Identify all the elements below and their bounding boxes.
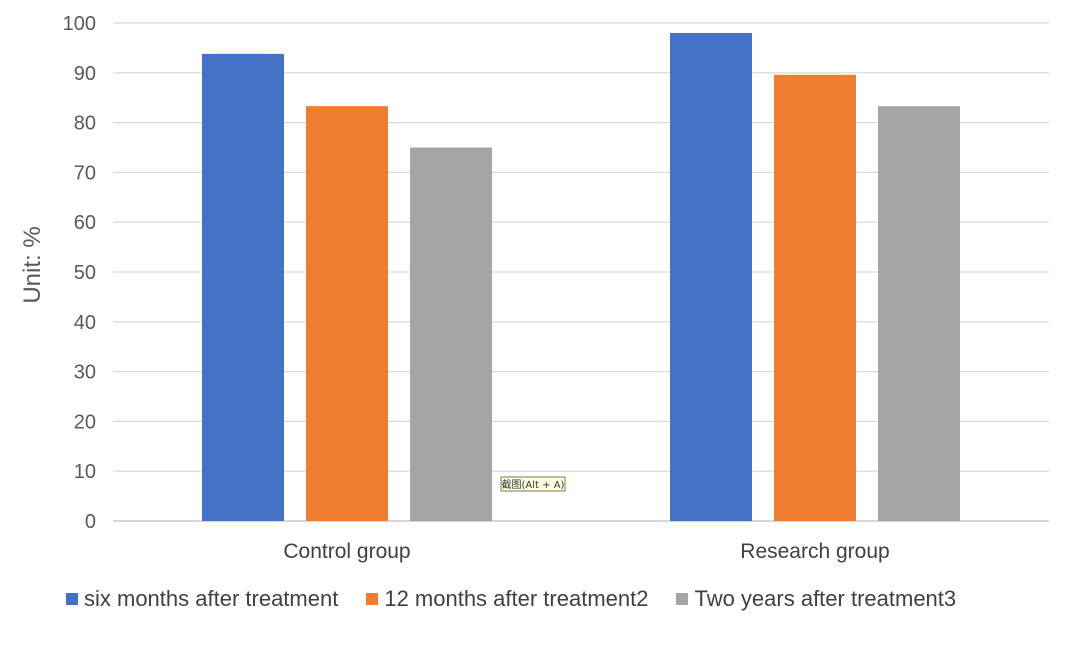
tooltip-text: 截图(Alt + A) <box>502 478 565 491</box>
y-tick-label: 100 <box>63 13 96 35</box>
y-tick-label: 10 <box>74 461 96 483</box>
y-tick-label: 20 <box>74 411 96 433</box>
y-tick-label: 90 <box>74 63 96 85</box>
bar-chart: 0 10 20 30 40 50 60 70 80 90 100 Control group Rese… <box>19 13 1049 563</box>
legend-item: Two years after treatment3 <box>676 586 956 612</box>
y-tick-label: 70 <box>74 162 96 184</box>
legend-swatch <box>366 593 379 605</box>
legend-swatch <box>676 593 689 605</box>
legend-swatch <box>66 593 78 605</box>
legend-label: Two years after treatment3 <box>694 586 957 611</box>
bar <box>774 74 856 522</box>
y-tick-label: 80 <box>74 113 96 135</box>
legend-label: 12 months after treatment2 <box>384 586 649 611</box>
y-tick-label: 50 <box>74 262 96 284</box>
bar <box>670 32 752 522</box>
bar <box>410 147 492 521</box>
y-tick-label: 40 <box>74 312 96 334</box>
x-category-label: Control group <box>283 540 410 563</box>
x-category-label: Research group <box>740 540 889 563</box>
legend-item: 12 months after treatment2 <box>366 586 648 612</box>
bar <box>202 53 284 521</box>
x-axis-categories: Control group Research group <box>283 540 889 563</box>
bars <box>202 32 960 522</box>
legend-label: six months after treatment <box>84 586 339 611</box>
y-axis-title: Unit: % <box>19 226 46 303</box>
legend-item: six months after treatment <box>66 586 338 612</box>
y-tick-label: 0 <box>85 511 96 533</box>
screenshot-tooltip: 截图(Alt + A) <box>500 476 566 492</box>
y-tick-label: 60 <box>74 212 96 234</box>
bar <box>306 106 388 521</box>
tooltip-box <box>500 476 566 492</box>
bar <box>878 106 960 521</box>
legend: six months after treatment 12 months aft… <box>66 586 956 612</box>
y-axis-ticks: 0 10 20 30 40 50 60 70 80 90 100 <box>63 13 96 533</box>
y-tick-label: 30 <box>74 362 96 384</box>
